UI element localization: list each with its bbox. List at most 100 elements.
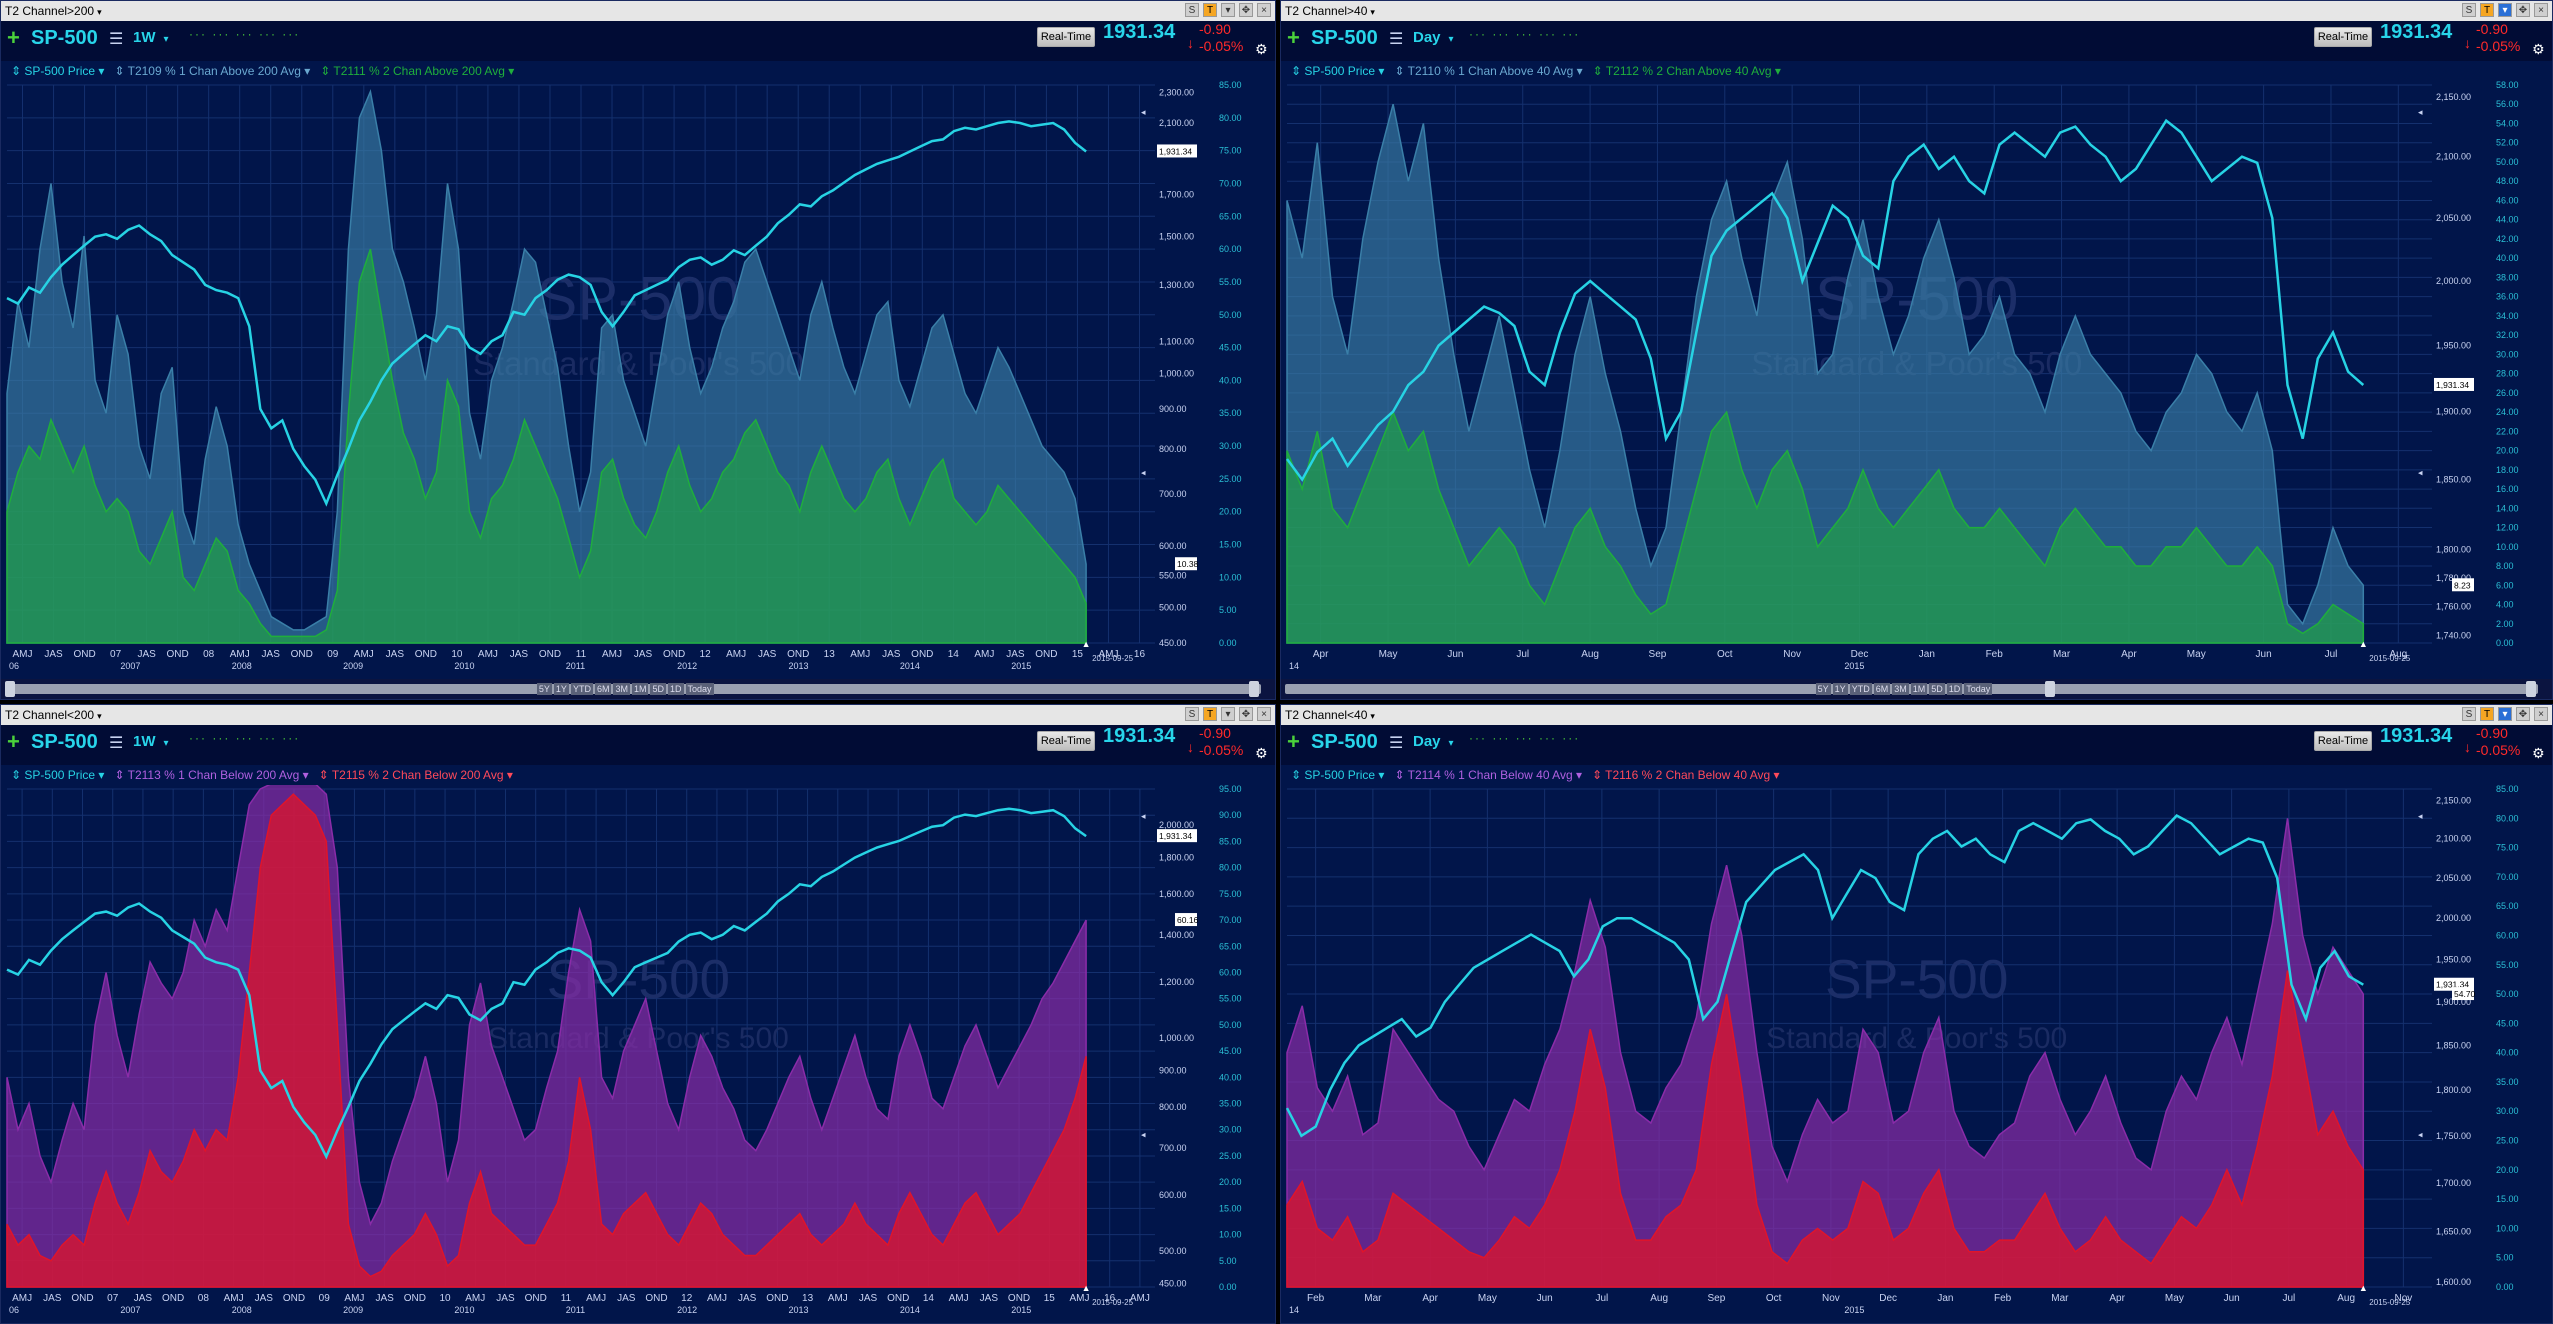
marker-left-icon[interactable]: ◂	[1141, 811, 1146, 821]
series-area-1[interactable]	[1286, 104, 2365, 644]
zoom-button[interactable]: 1M	[631, 683, 649, 695]
period-select[interactable]: Day ▾	[1413, 733, 1454, 750]
add-symbol-icon[interactable]: +	[1287, 729, 1300, 754]
zoom-button[interactable]: YTD	[570, 683, 593, 695]
gear-icon[interactable]: ⚙	[2532, 41, 2545, 57]
symbol-label[interactable]: SP-500	[1311, 27, 1378, 49]
zoom-button[interactable]: 3M	[1892, 683, 1909, 695]
link-icon[interactable]: S	[2462, 707, 2476, 721]
move-icon[interactable]: ✥	[1239, 3, 1253, 17]
scroll-thumb[interactable]	[5, 681, 15, 697]
close-icon[interactable]: ×	[1257, 707, 1271, 721]
series-area-1[interactable]	[1286, 818, 2365, 1288]
legend-item[interactable]: ⇕ T2113 % 1 Chan Below 200 Avg ▾	[114, 768, 309, 782]
window-title[interactable]: T2 Channel<40	[1285, 708, 1368, 722]
list-icon[interactable]: ☰	[109, 735, 124, 752]
legend-item[interactable]: ⇕ SP-500 Price ▾	[11, 64, 105, 78]
marker-left-icon[interactable]: ◂	[2418, 107, 2423, 117]
toggle-icon[interactable]: ▾	[2498, 707, 2512, 721]
chevron-down-icon[interactable]: ▾	[97, 7, 102, 17]
list-icon[interactable]: ☰	[1389, 735, 1404, 752]
period-select[interactable]: 1W ▾	[133, 733, 169, 750]
window-title[interactable]: T2 Channel<200	[5, 708, 95, 722]
gear-icon[interactable]: ⚙	[1255, 745, 1268, 761]
legend-item[interactable]: ⇕ SP-500 Price ▾	[11, 768, 105, 782]
marker-left-icon[interactable]: ◂	[2418, 468, 2423, 478]
add-symbol-icon[interactable]: +	[7, 25, 20, 50]
price-line[interactable]	[6, 120, 1087, 507]
legend-item[interactable]: ⇕ SP-500 Price ▾	[1291, 768, 1385, 782]
period-select[interactable]: Day ▾	[1413, 29, 1454, 46]
pin-icon[interactable]: T	[1203, 707, 1217, 721]
toolbar-dots[interactable]: ··· ··· ··· ··· ···	[189, 27, 301, 41]
legend-item[interactable]: ⇕ T2109 % 1 Chan Above 200 Avg ▾	[114, 64, 311, 78]
close-icon[interactable]: ×	[2534, 3, 2548, 17]
window-title[interactable]: T2 Channel>200	[5, 4, 95, 18]
toolbar-dots[interactable]: ··· ··· ··· ··· ···	[1469, 27, 1581, 41]
close-icon[interactable]: ×	[1257, 3, 1271, 17]
list-icon[interactable]: ☰	[109, 31, 124, 48]
zoom-button[interactable]: Today	[685, 683, 714, 695]
time-scrollbar[interactable]: 5Y 1Y YTD 6M 3M 1M 5D 1D Today	[1281, 679, 2552, 699]
realtime-button[interactable]: Real-Time	[1037, 27, 1095, 47]
realtime-button[interactable]: Real-Time	[1037, 731, 1095, 751]
marker-left-icon[interactable]: ◂	[2418, 1130, 2423, 1140]
zoom-button[interactable]: Today	[1964, 683, 1993, 695]
toolbar-dots[interactable]: ··· ··· ··· ··· ···	[1469, 731, 1581, 745]
gear-icon[interactable]: ⚙	[2532, 745, 2545, 761]
zoom-button[interactable]: 1Y	[553, 683, 569, 695]
move-icon[interactable]: ✥	[1239, 707, 1253, 721]
link-icon[interactable]: S	[2462, 3, 2476, 17]
scroll-thumb-right[interactable]	[2526, 681, 2536, 697]
symbol-label[interactable]: SP-500	[31, 731, 98, 753]
scroll-thumb[interactable]	[2044, 681, 2055, 697]
series-area-2[interactable]	[6, 793, 1087, 1288]
move-icon[interactable]: ✥	[2516, 3, 2530, 17]
link-icon[interactable]: S	[1185, 3, 1199, 17]
price-line[interactable]	[1285, 118, 2365, 482]
pin-icon[interactable]: T	[2480, 3, 2494, 17]
zoom-button[interactable]: 1D	[668, 683, 684, 695]
chevron-down-icon[interactable]: ▾	[1370, 711, 1375, 721]
window-title[interactable]: T2 Channel>40	[1285, 4, 1368, 18]
series-area-2[interactable]	[1286, 410, 2365, 644]
scroll-thumb-right[interactable]	[1249, 681, 1259, 697]
legend-item[interactable]: ⇕ T2112 % 2 Chan Above 40 Avg ▾	[1592, 64, 1781, 78]
time-scrollbar[interactable]: 5Y 1Y YTD 6M 3M 1M 5D 1D Today	[1, 679, 1275, 699]
period-select[interactable]: 1W ▾	[133, 29, 169, 46]
toggle-icon[interactable]: ▾	[1221, 3, 1235, 17]
series-area-2[interactable]	[1286, 970, 2365, 1288]
symbol-label[interactable]: SP-500	[1311, 731, 1378, 753]
realtime-button[interactable]: Real-Time	[2314, 731, 2372, 751]
zoom-button[interactable]: 1Y	[1832, 683, 1848, 695]
legend-item[interactable]: ⇕ T2110 % 1 Chan Above 40 Avg ▾	[1394, 64, 1583, 78]
list-icon[interactable]: ☰	[1389, 31, 1404, 48]
zoom-button[interactable]: 6M	[594, 683, 612, 695]
legend-item[interactable]: ⇕ T2115 % 2 Chan Below 200 Avg ▾	[318, 768, 513, 782]
price-line[interactable]	[1285, 814, 2364, 1138]
legend-item[interactable]: ⇕ T2116 % 2 Chan Below 40 Avg ▾	[1591, 768, 1780, 782]
marker-left-icon[interactable]: ◂	[1141, 1130, 1146, 1140]
close-icon[interactable]: ×	[2534, 707, 2548, 721]
price-line[interactable]	[6, 807, 1087, 1160]
marker-left-icon[interactable]: ◂	[2418, 811, 2423, 821]
zoom-button[interactable]: 5Y	[536, 683, 552, 695]
pin-icon[interactable]: T	[1203, 3, 1217, 17]
zoom-button[interactable]: 1M	[1910, 683, 1928, 695]
toolbar-dots[interactable]: ··· ··· ··· ··· ···	[189, 731, 301, 745]
marker-left-icon[interactable]: ◂	[1141, 107, 1146, 117]
move-icon[interactable]: ✥	[2516, 707, 2530, 721]
zoom-button[interactable]: 5D	[1929, 683, 1945, 695]
zoom-button[interactable]: 6M	[1873, 683, 1891, 695]
realtime-button[interactable]: Real-Time	[2314, 27, 2372, 47]
toggle-icon[interactable]: ▾	[1221, 707, 1235, 721]
legend-item[interactable]: ⇕ T2114 % 1 Chan Below 40 Avg ▾	[1394, 768, 1582, 782]
link-icon[interactable]: S	[1185, 707, 1199, 721]
add-symbol-icon[interactable]: +	[7, 729, 20, 754]
chevron-down-icon[interactable]: ▾	[1370, 7, 1375, 17]
zoom-button[interactable]: 3M	[613, 683, 630, 695]
pin-icon[interactable]: T	[2480, 707, 2494, 721]
legend-item[interactable]: ⇕ SP-500 Price ▾	[1291, 64, 1385, 78]
